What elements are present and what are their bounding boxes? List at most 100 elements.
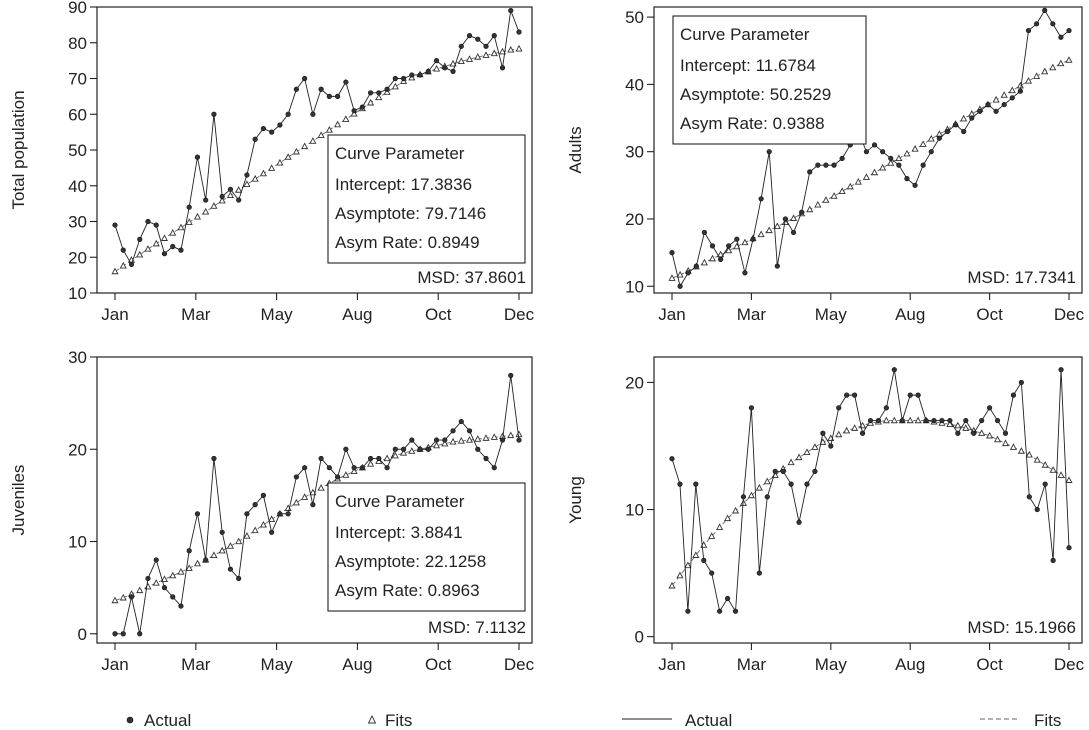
actual-point — [194, 511, 201, 517]
fits-point — [838, 187, 846, 195]
curve-parameter-title: Curve Parameter — [680, 25, 810, 44]
actual-point — [260, 125, 267, 132]
fits-point — [846, 182, 854, 190]
actual-point — [904, 176, 910, 182]
fits-point — [515, 44, 523, 52]
actual-point — [1050, 21, 1056, 27]
actual-point — [1033, 21, 1040, 27]
fits-point — [724, 514, 732, 522]
actual-point — [137, 236, 143, 242]
actual-point — [977, 108, 983, 114]
legend-actual-line-label: Actual — [685, 711, 732, 730]
actual-point — [227, 566, 234, 572]
actual-point — [499, 65, 506, 71]
x-tick-label: Aug — [342, 655, 372, 674]
actual-point — [758, 196, 764, 202]
fits-point — [903, 149, 911, 157]
fits-point — [1017, 447, 1025, 454]
fits-point — [449, 59, 457, 67]
actual-point — [252, 502, 258, 508]
actual-point — [1026, 494, 1032, 500]
fits-point — [482, 51, 490, 58]
actual-point — [863, 149, 870, 155]
fits-point — [1065, 476, 1073, 483]
fits-point — [1025, 450, 1033, 458]
fits-point — [136, 250, 144, 258]
actual-point — [936, 135, 942, 141]
actual-point — [764, 494, 770, 500]
actual-point — [285, 511, 291, 517]
actual-point — [709, 570, 715, 576]
actual-point — [392, 75, 398, 82]
actual-point — [466, 32, 473, 39]
fits-point — [1001, 439, 1010, 447]
msd-label: MSD: 37.8601 — [417, 268, 526, 287]
actual-point — [1058, 367, 1064, 373]
fits-point — [457, 57, 465, 64]
actual-point — [1010, 392, 1017, 398]
actual-point — [335, 474, 341, 480]
actual-point — [986, 405, 993, 411]
fits-point — [160, 575, 169, 582]
actual-point — [219, 193, 225, 200]
fits-point — [960, 114, 968, 122]
x-tick-label: Jan — [658, 305, 685, 324]
fits-point — [144, 245, 152, 252]
actual-point — [788, 481, 794, 487]
actual-point — [219, 529, 225, 535]
actual-point — [508, 372, 514, 379]
actual-point — [969, 115, 975, 121]
fits-point — [259, 520, 267, 528]
actual-point — [1066, 545, 1072, 551]
actual-point — [1018, 379, 1024, 386]
actual-point — [343, 446, 349, 452]
y-tick-label: 20 — [68, 440, 87, 459]
actual-point — [748, 405, 755, 411]
actual-point — [277, 122, 283, 128]
actual-point — [726, 243, 732, 249]
fits-point — [169, 228, 177, 236]
actual-point — [891, 367, 897, 373]
fits-point — [259, 169, 267, 177]
fits-point — [350, 109, 358, 117]
y-tick-label: 10 — [625, 501, 644, 520]
actual-point — [947, 417, 953, 424]
actual-point — [944, 128, 951, 135]
actual-point — [211, 455, 217, 462]
fits-point — [830, 192, 838, 199]
fits-point — [193, 212, 202, 220]
curve-parameter-title: Curve Parameter — [335, 492, 465, 511]
actual-point — [343, 79, 349, 85]
x-tick-label: Aug — [342, 305, 372, 324]
fits-point — [811, 443, 819, 450]
actual-point — [384, 465, 390, 471]
actual-point — [450, 428, 456, 434]
legend: Actual Fits Actual Fits — [126, 711, 1061, 730]
x-tick-label: Mar — [181, 655, 211, 674]
actual-point — [823, 162, 829, 168]
actual-point — [269, 129, 275, 135]
actual-point — [1001, 101, 1007, 108]
actual-point — [318, 86, 324, 92]
fits-point — [317, 484, 325, 491]
fits-point — [795, 453, 803, 461]
fits-point — [432, 64, 441, 72]
actual-point — [859, 430, 866, 436]
actual-point — [677, 283, 683, 289]
actual-point — [820, 430, 826, 436]
x-tick-label: Oct — [976, 655, 1003, 674]
fits-point — [160, 234, 169, 241]
actual-point — [724, 595, 731, 602]
fits-point — [1041, 461, 1049, 468]
actual-point — [417, 72, 423, 78]
actual-point — [302, 75, 308, 82]
fits-point — [301, 493, 309, 500]
actual-point — [145, 575, 151, 582]
fits-point — [911, 145, 919, 152]
actual-point — [153, 557, 159, 563]
panel-young: 0 10 20 Jan Mar May Aug Oct Dec Young MSD: 15.1966 — [566, 356, 1085, 674]
y-tick-label: 0 — [78, 625, 87, 644]
actual-point — [120, 247, 126, 253]
actual-point — [442, 437, 448, 443]
fits-point — [441, 439, 449, 447]
